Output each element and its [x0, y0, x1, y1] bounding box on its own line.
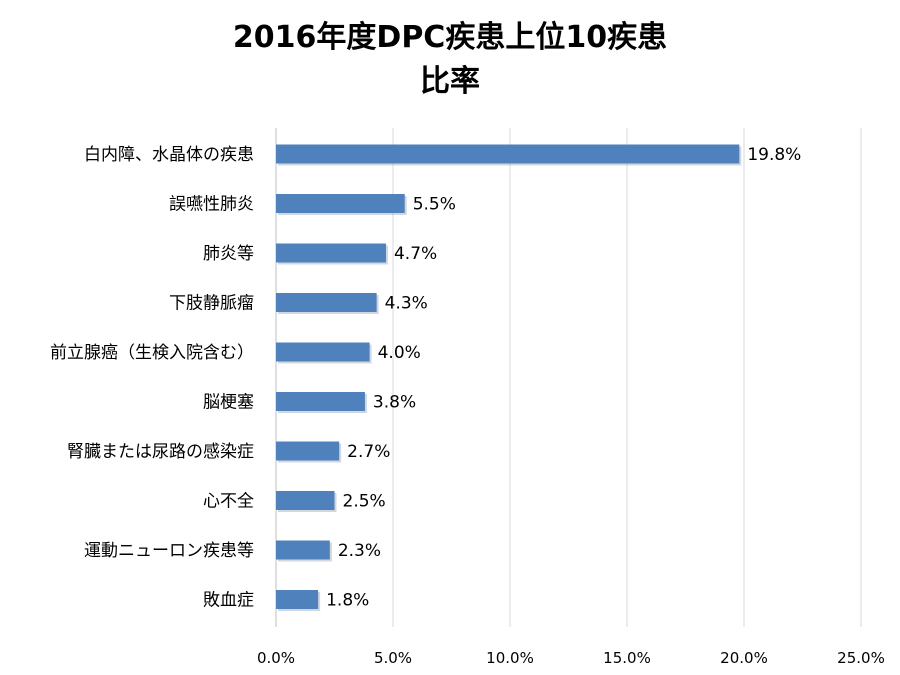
data-label: 5.5% — [413, 195, 456, 215]
bar — [276, 243, 386, 263]
data-label: 4.0% — [378, 343, 421, 363]
category-label: 敗血症 — [203, 591, 254, 611]
x-tick-label: 15.0% — [603, 649, 651, 667]
category-label: 前立腺癌（生検入院含む） — [50, 343, 254, 363]
bar — [276, 144, 740, 164]
x-tick-label: 0.0% — [257, 649, 295, 667]
bar — [276, 590, 319, 609]
bar — [276, 441, 340, 461]
bar — [276, 194, 405, 213]
category-label: 運動ニューロン疾患等 — [84, 541, 254, 561]
bar — [276, 540, 330, 560]
x-tick-label: 25.0% — [837, 649, 885, 667]
category-label: 下肢静脈瘤 — [169, 294, 254, 314]
bar — [276, 392, 365, 411]
data-label: 2.7% — [347, 442, 390, 462]
bar — [276, 293, 377, 312]
data-labels: 19.8% 5.5% 4.7% 4.3% 4.0% 3.8% 2.7% 2.5% 2.3% 1.8… — [326, 145, 801, 611]
bar — [276, 491, 335, 510]
data-label: 1.8% — [326, 591, 369, 611]
category-label: 白内障、水晶体の疾患 — [84, 145, 254, 165]
category-label: 腎臓または尿路の感染症 — [67, 442, 254, 462]
bars — [276, 144, 742, 611]
data-label: 2.5% — [343, 492, 386, 512]
x-axis-ticks: 0.0% 5.0% 10.0% 15.0% 20.0% 25.0% — [257, 649, 885, 667]
chart-title: 2016年度DPC疾患上位10疾患 比率 — [0, 16, 900, 104]
category-label: 誤嚥性肺炎 — [169, 195, 254, 215]
chart-title-line-1: 2016年度DPC疾患上位10疾患 — [232, 20, 668, 55]
data-label: 3.8% — [373, 393, 416, 413]
x-tick-label: 5.0% — [374, 649, 412, 667]
x-tick-label: 20.0% — [720, 649, 768, 667]
data-label: 2.3% — [338, 541, 381, 561]
bar — [276, 342, 370, 362]
category-label: 脳梗塞 — [203, 393, 254, 413]
data-label: 4.7% — [394, 244, 437, 264]
data-label: 4.3% — [385, 294, 428, 314]
x-tick-label: 10.0% — [486, 649, 534, 667]
category-label: 肺炎等 — [203, 244, 254, 264]
chart-title-line-2: 比率 — [420, 64, 480, 99]
category-label: 心不全 — [203, 492, 254, 512]
data-label: 19.8% — [747, 145, 801, 165]
